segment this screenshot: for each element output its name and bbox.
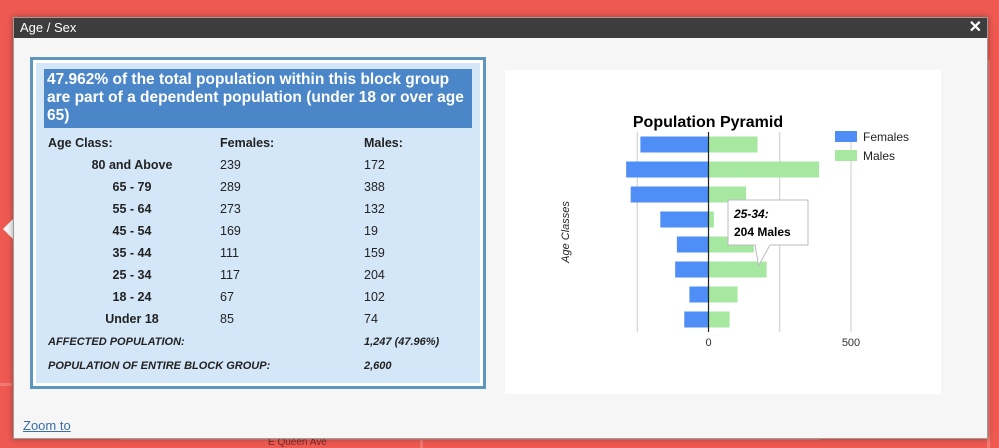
legend-label: Males	[863, 149, 895, 163]
table-row: 18 - 24 67 102	[44, 286, 472, 308]
female-bar	[660, 211, 709, 228]
street-label: E Queen Ave	[268, 437, 327, 448]
females-cell: 85	[220, 312, 234, 326]
table-row: 55 - 64 273 132	[44, 198, 472, 220]
females-cell: 111	[220, 246, 240, 260]
male-bar	[708, 311, 730, 328]
age-class-cell: 65 - 79	[112, 180, 152, 194]
chart-title: Population Pyramid	[633, 114, 783, 131]
age-class-cell: 45 - 54	[112, 224, 152, 238]
info-panel: 47.962% of the total population within t…	[30, 57, 486, 389]
females-cell: 273	[220, 202, 241, 216]
legend-swatch	[835, 131, 857, 142]
popup-title-bar: Age / Sex ✕	[14, 18, 987, 38]
age-class-cell: 35 - 44	[112, 246, 152, 260]
popup-window: Age / Sex ✕ 47.962% of the total populat…	[13, 17, 988, 439]
chart-panel: Population Pyramid 0 500 Age Classes Females…	[505, 70, 941, 394]
table-row: Under 18 85 74	[44, 308, 472, 330]
table-header-row: Age Class: Females: Males:	[44, 132, 472, 154]
female-bar	[676, 236, 709, 253]
close-icon[interactable]: ✕	[968, 19, 982, 36]
females-cell: 289	[220, 180, 241, 194]
map-road	[420, 437, 423, 448]
zoom-to-link[interactable]: Zoom to	[23, 418, 71, 433]
males-cell: 102	[364, 290, 385, 304]
table-row: 25 - 34 117 204	[44, 264, 472, 286]
males-cell: 172	[364, 158, 385, 172]
x-tick-label: 500	[842, 337, 860, 349]
table-row: 65 - 79 289 388	[44, 176, 472, 198]
table-row: 45 - 54 169 19	[44, 220, 472, 242]
column-header: Males:	[364, 136, 403, 150]
males-cell: 74	[364, 312, 378, 326]
total-population-label: POPULATION OF ENTIRE BLOCK GROUP:	[48, 360, 271, 372]
males-cell: 19	[364, 224, 378, 238]
affected-population-value: 1,247 (47.96%)	[364, 336, 440, 348]
map-road	[987, 60, 990, 448]
males-cell: 204	[364, 268, 385, 282]
age-class-cell: 55 - 64	[112, 202, 152, 216]
population-pyramid-chart: Population Pyramid 0 500 Age Classes Females…	[560, 114, 909, 349]
tooltip-line-2: 204 Males	[734, 225, 791, 239]
age-class-cell: 80 and Above	[91, 158, 173, 172]
tooltip-box	[727, 199, 809, 267]
female-bar	[689, 286, 709, 303]
female-bar	[675, 261, 709, 278]
map-road	[0, 383, 12, 386]
total-population-value: 2,600	[364, 360, 392, 372]
male-bar	[708, 261, 767, 278]
males-cell: 388	[364, 180, 385, 194]
male-bar	[708, 161, 820, 178]
dependent-population-headline: 47.962% of the total population within t…	[44, 69, 472, 128]
female-bar	[630, 186, 709, 203]
age-class-cell: Under 18	[105, 312, 159, 326]
male-bar	[708, 211, 714, 228]
legend-label: Females	[863, 130, 909, 144]
males-cell: 159	[364, 246, 385, 260]
table-row: 80 and Above 239 172	[44, 154, 472, 176]
column-header: Females:	[220, 136, 275, 150]
table-row: 35 - 44 111 159	[44, 242, 472, 264]
legend-swatch	[835, 150, 857, 161]
affected-population-row: AFFECTED POPULATION: 1,247 (47.96%)	[44, 330, 472, 354]
female-bar	[626, 161, 709, 178]
age-class-cell: 25 - 34	[112, 268, 152, 282]
total-population-row: POPULATION OF ENTIRE BLOCK GROUP: 2,600	[44, 354, 472, 378]
females-cell: 117	[220, 268, 240, 282]
male-bar	[708, 136, 758, 153]
popup-title: Age / Sex	[20, 20, 77, 35]
affected-population-label: AFFECTED POPULATION:	[48, 336, 185, 348]
age-sex-table: Age Class: Females: Males: 80 and Above …	[44, 132, 472, 378]
males-cell: 132	[364, 202, 385, 216]
male-bar	[708, 186, 747, 203]
females-cell: 169	[220, 224, 241, 238]
popup-pointer	[3, 218, 14, 240]
tooltip-line-1: 25-34:	[733, 207, 769, 221]
females-cell: 239	[220, 158, 241, 172]
info-panel-inner: 47.962% of the total population within t…	[36, 63, 480, 383]
male-bar	[708, 286, 738, 303]
y-axis-label: Age Classes	[560, 201, 572, 264]
female-bar	[684, 311, 709, 328]
females-cell: 67	[220, 290, 234, 304]
female-bar	[640, 136, 709, 153]
x-tick-label: 0	[705, 337, 711, 349]
age-class-cell: 18 - 24	[112, 290, 152, 304]
column-header: Age Class:	[48, 136, 113, 150]
